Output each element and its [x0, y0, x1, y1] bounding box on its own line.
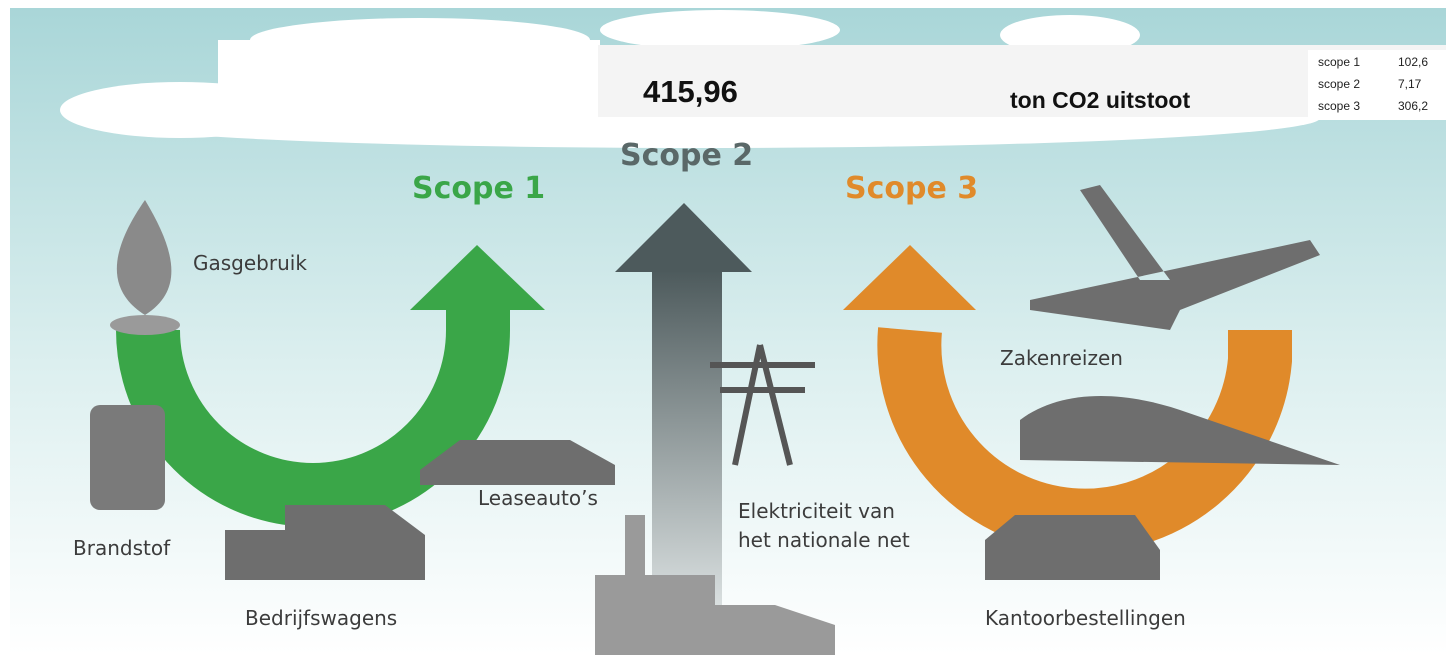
- infographic: 415,96 ton CO2 uitstoot scope 1 102,6 sc…: [0, 0, 1446, 655]
- barrel-icon: [90, 405, 165, 510]
- cell: 7,17: [1398, 77, 1422, 91]
- total-unit: ton CO2 uitstoot: [1010, 87, 1190, 113]
- scope-title: Scope 2: [620, 138, 753, 173]
- total: 415,96: [643, 74, 738, 109]
- label: Leaseauto’s: [478, 486, 598, 510]
- burner-icon: [110, 315, 180, 335]
- label: het nationale net: [738, 528, 910, 552]
- label: Gasgebruik: [193, 251, 307, 275]
- label: Brandstof: [73, 536, 171, 560]
- cell: scope 1: [1318, 55, 1360, 69]
- scope-title: Scope 3: [845, 171, 978, 206]
- cell: scope 3: [1318, 99, 1360, 113]
- scope-title: Scope 1: [412, 171, 545, 206]
- van-icon: [985, 515, 1160, 580]
- label: Kantoorbestellingen: [985, 606, 1186, 630]
- cell: 102,6: [1398, 55, 1428, 69]
- cell: 306,2: [1398, 99, 1428, 113]
- label: Bedrijfswagens: [245, 606, 397, 630]
- cell: scope 2: [1318, 77, 1360, 91]
- label: Elektriciteit van: [738, 499, 895, 523]
- label: Zakenreizen: [1000, 346, 1123, 370]
